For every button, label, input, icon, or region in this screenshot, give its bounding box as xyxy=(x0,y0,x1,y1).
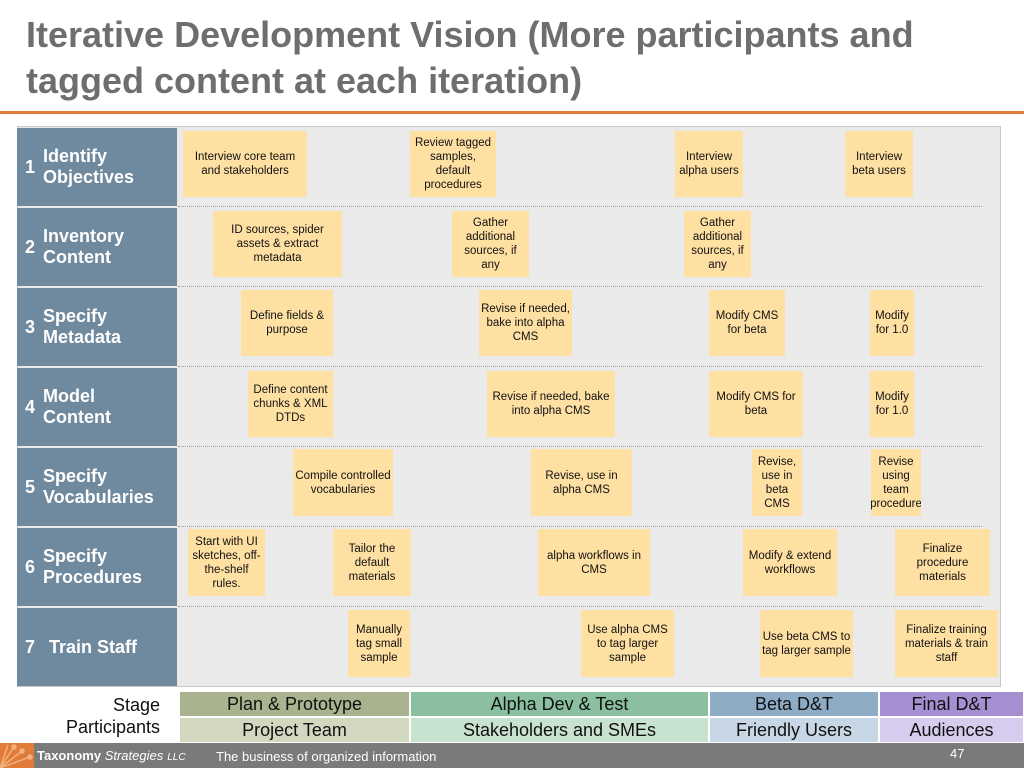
sticky-note: Manually tag small sample xyxy=(348,610,410,677)
row-label-model-content: 4 Model Content xyxy=(17,368,177,446)
sticky-note: Modify CMS for beta xyxy=(709,290,785,356)
row-title: Train Staff xyxy=(49,636,138,657)
participants-project-team: Project Team xyxy=(179,717,410,743)
row-label-specify-vocabularies: 5 Specify Vocabularies xyxy=(17,448,177,526)
row-label-specify-metadata: 3 Specify Metadata xyxy=(17,288,177,366)
row-divider xyxy=(178,286,982,287)
sticky-note: Use alpha CMS to tag larger sample xyxy=(581,610,674,677)
row-label-train-staff: 7 Train Staff xyxy=(17,608,177,686)
row-label-identify-objectives: 1 Identify Objectives xyxy=(17,128,177,206)
sticky-note: Revise using team procedure xyxy=(871,449,921,516)
sticky-note: Use beta CMS to tag larger sample xyxy=(760,610,853,677)
sticky-note: Define fields & purpose xyxy=(241,290,333,356)
row-title: Model Content xyxy=(43,386,111,427)
participants-legend-label: Participants xyxy=(65,717,160,737)
brand-bold: Taxonomy xyxy=(37,748,102,763)
stage-beta-dt: Beta D&T xyxy=(709,691,879,717)
row-number: 2 xyxy=(25,236,36,257)
title-divider xyxy=(0,111,1024,114)
sticky-note: Review tagged samples, default procedure… xyxy=(410,131,496,197)
sticky-note: Interview core team and stakeholders xyxy=(183,131,307,197)
brand-suffix: LLC xyxy=(167,752,186,763)
row-number: 6 xyxy=(25,556,36,577)
row-number: 3 xyxy=(25,316,36,337)
sticky-note: Revise, use in beta CMS xyxy=(752,449,802,516)
sticky-note: Compile controlled vocabularies xyxy=(293,449,393,516)
page-number: 47 xyxy=(950,746,965,761)
row-title: Specify Procedures xyxy=(43,546,143,587)
stage-final-dt: Final D&T xyxy=(879,691,1024,717)
participants-audiences: Audiences xyxy=(879,717,1024,743)
row-divider xyxy=(178,446,982,447)
row-title: Specify Vocabularies xyxy=(43,466,154,507)
sticky-note: ID sources, spider assets & extract meta… xyxy=(213,211,342,277)
row-number: 7 xyxy=(25,636,36,657)
sticky-note: Modify for 1.0 xyxy=(870,371,914,437)
brand-italic: Strategies xyxy=(104,748,164,763)
sticky-note: Gather additional sources, if any xyxy=(452,211,529,277)
brand-logo-icon xyxy=(0,743,34,768)
participants-stakeholders-smes: Stakeholders and SMEs xyxy=(410,717,709,743)
footer-bar xyxy=(0,743,1024,768)
sticky-note: Modify CMS for beta xyxy=(709,371,803,437)
sticky-note: Revise if needed, bake into alpha CMS xyxy=(479,290,572,356)
sticky-note: alpha workflows in CMS xyxy=(538,529,650,596)
stage-legend-label: Stage xyxy=(112,695,160,715)
sticky-note: Modify for 1.0 xyxy=(870,290,914,356)
sticky-note: Revise, use in alpha CMS xyxy=(531,449,632,516)
row-label-specify-procedures: 6 Specify Procedures xyxy=(17,528,177,606)
row-divider xyxy=(178,526,982,527)
row-number: 5 xyxy=(25,476,36,497)
sticky-note: Gather additional sources, if any xyxy=(684,211,751,277)
row-number: 1 xyxy=(25,156,36,177)
sticky-note: Modify & extend workflows xyxy=(743,529,837,596)
sticky-note: Define content chunks & XML DTDs xyxy=(248,371,333,437)
stage-alpha-dev-test: Alpha Dev & Test xyxy=(410,691,709,717)
row-divider xyxy=(178,606,982,607)
footer-tagline: The business of organized information xyxy=(216,749,437,764)
sticky-note: Finalize procedure materials xyxy=(895,529,990,596)
sticky-note: Revise if needed, bake into alpha CMS xyxy=(487,371,615,437)
stage-plan-prototype: Plan & Prototype xyxy=(179,691,410,717)
row-title: Identify Objectives xyxy=(43,146,135,187)
sticky-note: Start with UI sketches, off-the-shelf ru… xyxy=(188,529,265,596)
sticky-note: Finalize training materials & train staf… xyxy=(895,610,998,677)
sticky-note: Interview beta users xyxy=(845,131,913,197)
row-title: Specify Metadata xyxy=(43,306,122,347)
row-divider xyxy=(178,206,982,207)
row-label-inventory-content: 2 Inventory Content xyxy=(17,208,177,286)
row-number: 4 xyxy=(25,396,36,417)
participants-friendly-users: Friendly Users xyxy=(709,717,879,743)
row-title: Inventory Content xyxy=(43,226,125,267)
row-divider xyxy=(178,366,982,367)
sticky-note: Tailor the default materials xyxy=(333,529,411,596)
brand-name: Taxonomy Strategies LLC xyxy=(37,748,186,763)
page-title: Iterative Development Vision (More parti… xyxy=(26,14,914,101)
sticky-note: Interview alpha users xyxy=(675,131,743,197)
